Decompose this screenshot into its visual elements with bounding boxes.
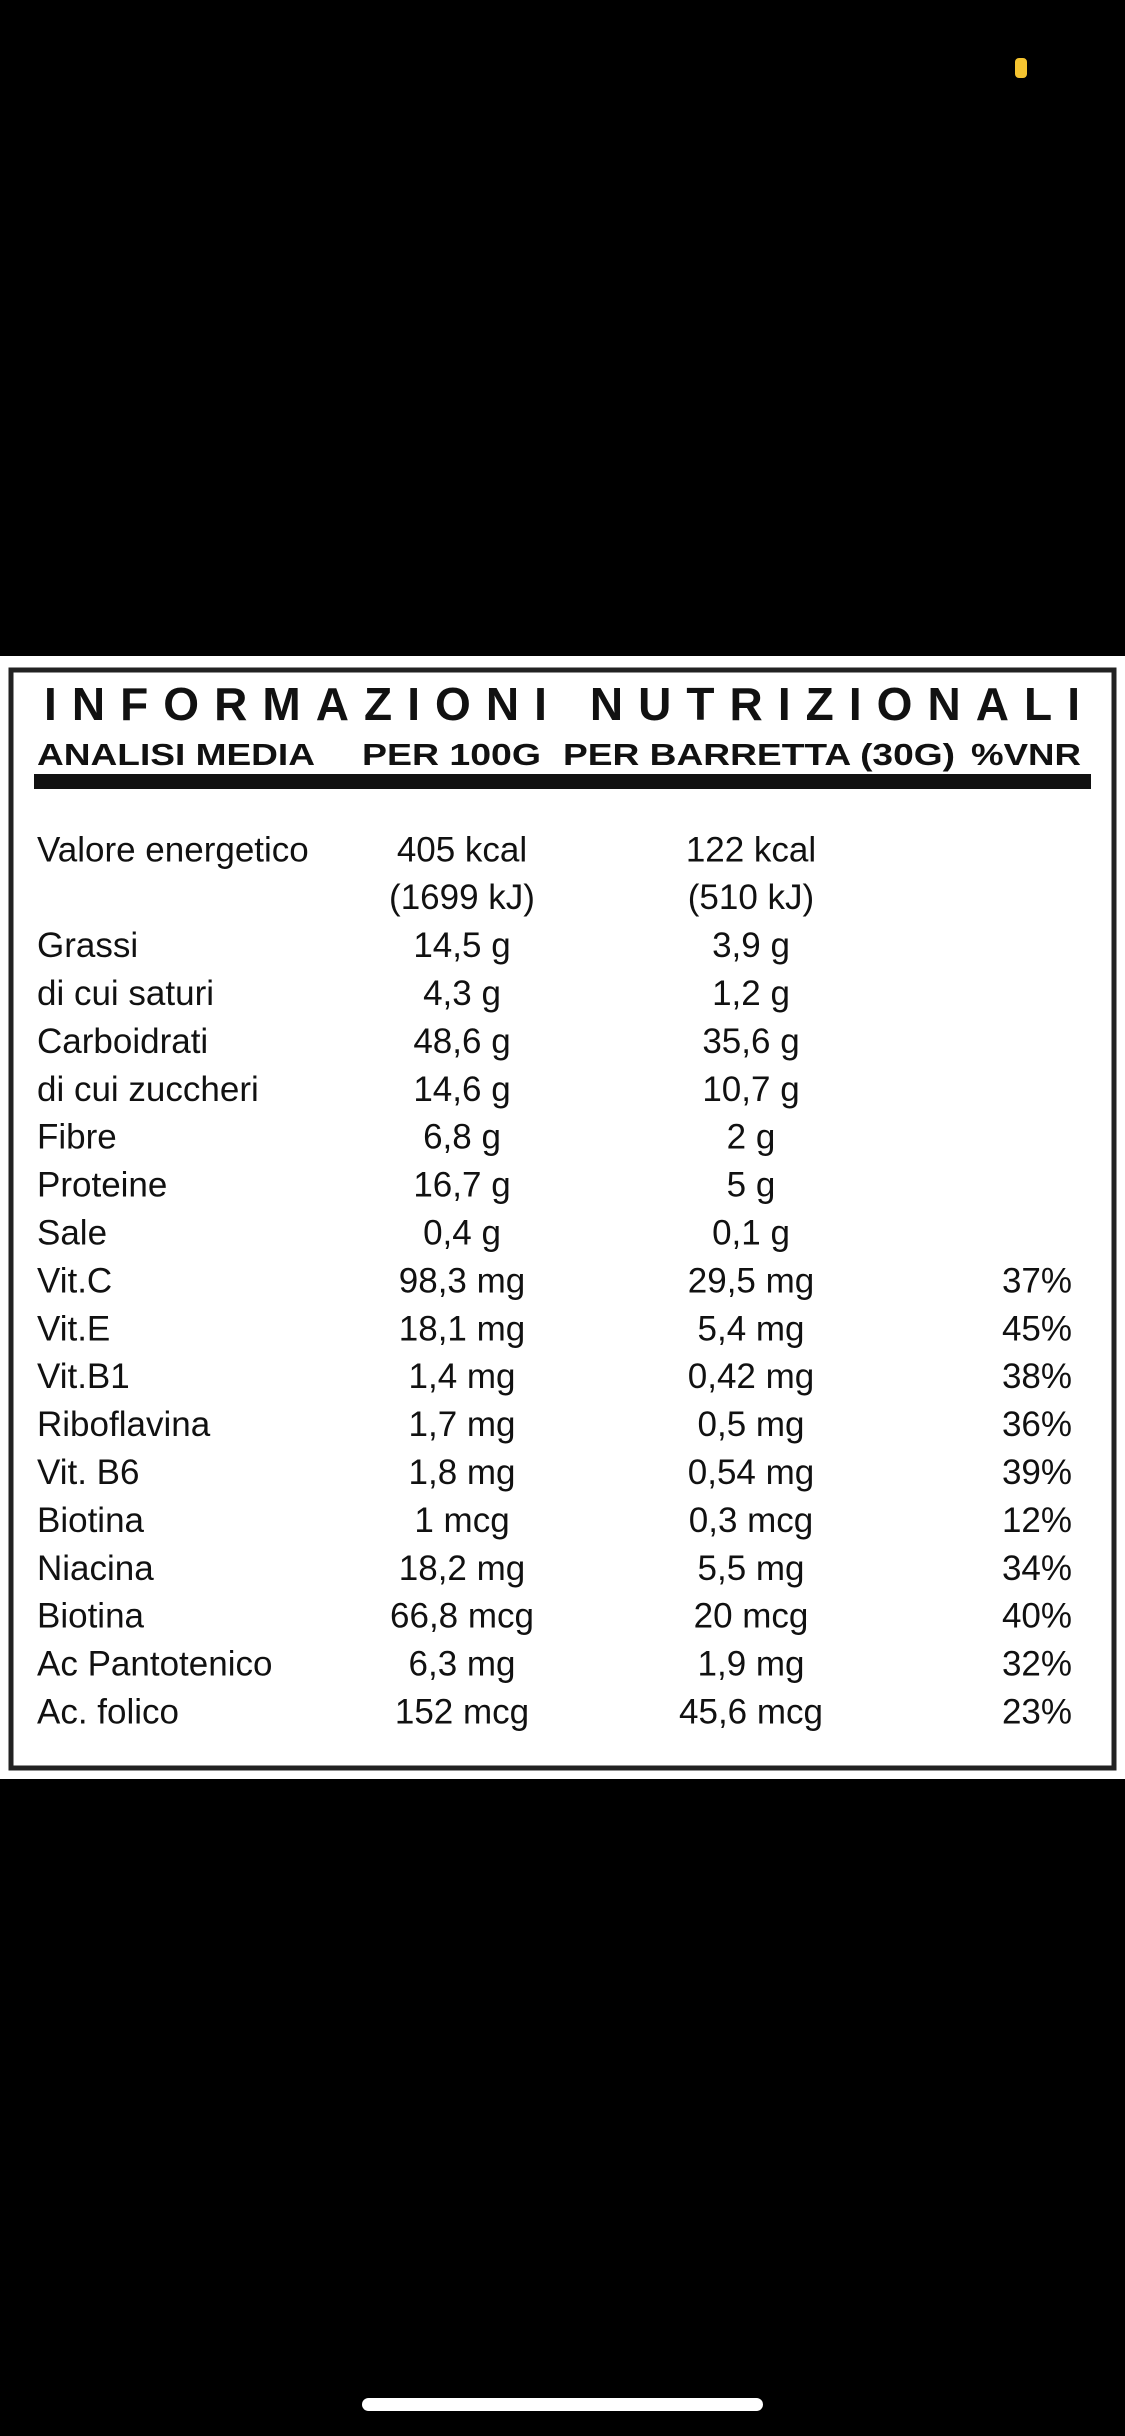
per-100g-value: 405 kcal bbox=[397, 830, 527, 869]
per-bar-value: 1,2 g bbox=[712, 974, 790, 1013]
row-label: di cui zuccheri bbox=[37, 1070, 259, 1109]
row-label: Ac Pantotenico bbox=[37, 1645, 272, 1684]
row-label: Ac. folico bbox=[37, 1692, 179, 1731]
header-rule bbox=[34, 774, 1091, 789]
table-body: Valore energetico 405 kcal 122 kcal (1699 k… bbox=[37, 830, 1072, 1731]
row-label: Biotina bbox=[37, 1501, 145, 1540]
row-label: Vit.C bbox=[37, 1261, 112, 1300]
per-100g-value: 98,3 mg bbox=[399, 1261, 525, 1300]
row-label: Sale bbox=[37, 1213, 107, 1252]
column-header: PER BARRETTA (30G) bbox=[563, 737, 955, 772]
per-100g-value: 0,4 g bbox=[423, 1213, 501, 1252]
per-bar-value: 0,3 mcg bbox=[689, 1501, 814, 1540]
row-label: di cui saturi bbox=[37, 974, 214, 1013]
per-100g-value: 1,4 mg bbox=[409, 1357, 516, 1396]
vnr-value: 39% bbox=[1002, 1453, 1072, 1492]
per-100g-value: 1,7 mg bbox=[409, 1405, 516, 1444]
label-border bbox=[8, 667, 1117, 1771]
per-bar-value: 5,5 mg bbox=[698, 1549, 805, 1588]
status-indicator bbox=[1015, 58, 1027, 78]
row-label: Niacina bbox=[37, 1549, 154, 1588]
column-header: ANALISI MEDIA bbox=[37, 737, 315, 772]
per-bar-value: 29,5 mg bbox=[688, 1261, 814, 1300]
per-bar-value: 5,4 mg bbox=[698, 1309, 805, 1348]
home-indicator bbox=[362, 2398, 763, 2411]
per-bar-value: 0,5 mg bbox=[698, 1405, 805, 1444]
row-label: Biotina bbox=[37, 1597, 145, 1636]
per-bar-value: (510 kJ) bbox=[688, 878, 814, 917]
vnr-value: 23% bbox=[1002, 1692, 1072, 1731]
label-title: INFORMAZIONI NUTRIZIONALI bbox=[44, 678, 1080, 730]
row-label: Vit. B6 bbox=[37, 1453, 139, 1492]
per-100g-value: 48,6 g bbox=[413, 1022, 510, 1061]
row-label: Vit.E bbox=[37, 1309, 110, 1348]
per-100g-value: 18,2 mg bbox=[399, 1549, 525, 1588]
per-bar-value: 0,42 mg bbox=[688, 1357, 814, 1396]
per-100g-value: 14,5 g bbox=[413, 926, 510, 965]
row-label: Grassi bbox=[37, 926, 138, 965]
column-header: PER 100G bbox=[362, 737, 541, 772]
vnr-value: 34% bbox=[1002, 1549, 1072, 1588]
per-bar-value: 122 kcal bbox=[686, 830, 816, 869]
per-100g-value: 14,6 g bbox=[413, 1070, 510, 1109]
vnr-value: 36% bbox=[1002, 1405, 1072, 1444]
per-bar-value: 5 g bbox=[727, 1166, 776, 1205]
per-bar-value: 3,9 g bbox=[712, 926, 790, 965]
row-label: Fibre bbox=[37, 1118, 117, 1157]
per-100g-value: 152 mcg bbox=[395, 1692, 529, 1731]
column-header: %VNR bbox=[971, 737, 1081, 772]
row-label: Valore energetico bbox=[37, 830, 309, 869]
per-bar-value: 0,54 mg bbox=[688, 1453, 814, 1492]
row-label: Carboidrati bbox=[37, 1022, 208, 1061]
vnr-value: 12% bbox=[1002, 1501, 1072, 1540]
row-label: Vit.B1 bbox=[37, 1357, 130, 1396]
per-bar-value: 1,9 mg bbox=[698, 1645, 805, 1684]
per-100g-value: 66,8 mcg bbox=[390, 1597, 534, 1636]
row-label: Riboflavina bbox=[37, 1405, 211, 1444]
label-panel bbox=[0, 656, 1125, 1779]
per-bar-value: 35,6 g bbox=[702, 1022, 799, 1061]
vnr-value: 32% bbox=[1002, 1645, 1072, 1684]
vnr-value: 40% bbox=[1002, 1597, 1072, 1636]
per-bar-value: 10,7 g bbox=[702, 1070, 799, 1109]
per-bar-value: 2 g bbox=[727, 1118, 776, 1157]
vnr-value: 38% bbox=[1002, 1357, 1072, 1396]
per-bar-value: 20 mcg bbox=[694, 1597, 809, 1636]
per-100g-value: 1 mcg bbox=[414, 1501, 509, 1540]
per-100g-value: 16,7 g bbox=[413, 1166, 510, 1205]
per-100g-value: 18,1 mg bbox=[399, 1309, 525, 1348]
per-bar-value: 45,6 mcg bbox=[679, 1692, 823, 1731]
vnr-value: 45% bbox=[1002, 1309, 1072, 1348]
per-100g-value: 6,3 mg bbox=[409, 1645, 516, 1684]
per-bar-value: 0,1 g bbox=[712, 1213, 790, 1252]
per-100g-value: 1,8 mg bbox=[409, 1453, 516, 1492]
per-100g-value: (1699 kJ) bbox=[389, 878, 535, 917]
row-label: Proteine bbox=[37, 1166, 167, 1205]
per-100g-value: 6,8 g bbox=[423, 1118, 501, 1157]
per-100g-value: 4,3 g bbox=[423, 974, 501, 1013]
vnr-value: 37% bbox=[1002, 1261, 1072, 1300]
